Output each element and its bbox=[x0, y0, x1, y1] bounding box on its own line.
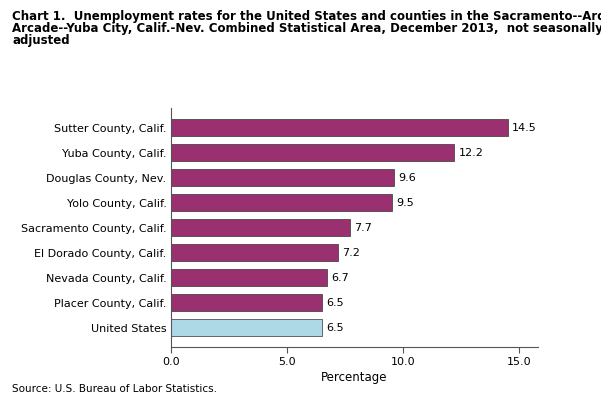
Text: 7.2: 7.2 bbox=[343, 247, 361, 257]
Text: 9.6: 9.6 bbox=[398, 172, 416, 182]
Text: Arcade--Yuba City, Calif.-Nev. Combined Statistical Area, December 2013,  not se: Arcade--Yuba City, Calif.-Nev. Combined … bbox=[12, 22, 601, 35]
Bar bbox=[171, 319, 322, 336]
Text: adjusted: adjusted bbox=[12, 34, 70, 47]
Text: 9.5: 9.5 bbox=[396, 198, 413, 208]
Bar bbox=[171, 294, 322, 311]
Bar bbox=[171, 144, 454, 161]
Bar bbox=[171, 244, 338, 261]
Text: 6.5: 6.5 bbox=[326, 298, 344, 308]
Bar bbox=[171, 269, 327, 286]
Text: 12.2: 12.2 bbox=[459, 148, 483, 158]
Bar bbox=[171, 194, 392, 211]
Bar bbox=[171, 169, 394, 186]
Text: 14.5: 14.5 bbox=[512, 123, 537, 133]
Text: 6.5: 6.5 bbox=[326, 322, 344, 332]
Text: Chart 1.  Unemployment rates for the United States and counties in the Sacrament: Chart 1. Unemployment rates for the Unit… bbox=[12, 10, 601, 23]
Bar bbox=[171, 219, 350, 236]
Text: 7.7: 7.7 bbox=[354, 223, 372, 233]
Text: Source: U.S. Bureau of Labor Statistics.: Source: U.S. Bureau of Labor Statistics. bbox=[12, 384, 217, 394]
X-axis label: Percentage: Percentage bbox=[322, 371, 388, 385]
Text: 6.7: 6.7 bbox=[331, 273, 349, 283]
Bar bbox=[171, 119, 508, 136]
